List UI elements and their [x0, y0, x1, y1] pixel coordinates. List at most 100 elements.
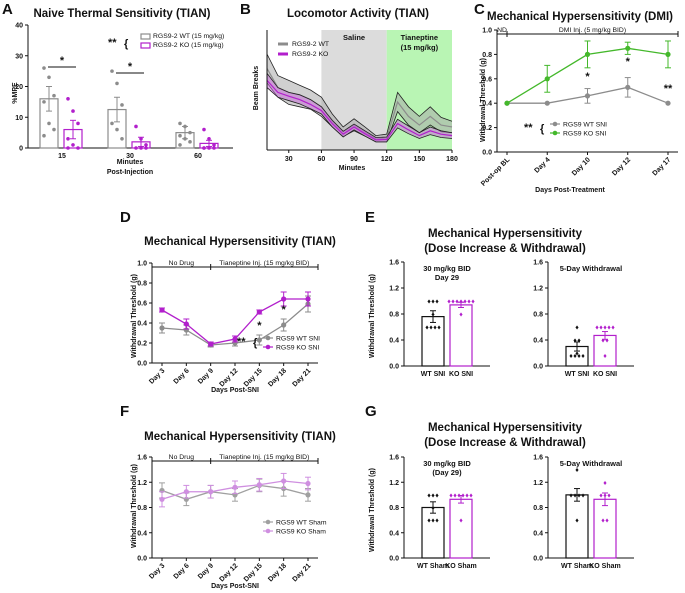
panel-b-series-line [266, 79, 453, 141]
panel-f-data-point [256, 482, 262, 488]
panel-c-x-tick-label: Day 12 [611, 156, 632, 177]
panel-g-data-point: ♦ [465, 492, 469, 499]
panel-e-data-point: ♦ [463, 299, 467, 306]
panel-e-data-point: ♦ [607, 325, 611, 332]
panel-f-ylabel: Withdrawal Threshold (g) [131, 464, 138, 548]
panel-g-sub0-y-tick-label: 0.0 [389, 556, 399, 563]
panel-g-data-point: ♦ [601, 518, 605, 525]
panel-e-ylabel: Withdrawal Threshold (g) [369, 274, 376, 358]
panel-e-data-point: ♦ [599, 325, 603, 332]
panel-d-y-tick-label: 0.0 [137, 361, 147, 368]
panel-c-data-point [665, 51, 671, 58]
panel-d-y-tick-label: 0.8 [137, 281, 147, 288]
panel-a-data-point [71, 109, 75, 113]
panel-a-data-point [115, 127, 119, 132]
panel-c-bracket-label-drug: DMI Inj. (5 mg/kg BID) [559, 27, 626, 34]
panel-e-sub0-y-tick-label: 0.0 [389, 364, 399, 371]
panel-f-x-tick-label: Day 6 [173, 562, 191, 580]
panel-b-sem-band [267, 54, 452, 142]
panel-d-data-point [159, 307, 165, 313]
panel-c-y-tick-label: 0.8 [482, 52, 492, 59]
panel-c-sig-star: * [626, 56, 631, 68]
panel-e-data-point: ♦ [577, 353, 581, 360]
panel-f-data-point [232, 484, 238, 490]
panel-d-legend-stars: ** [237, 336, 246, 348]
panel-f-data-point [159, 496, 165, 502]
panel-g-sub0-y-tick-label: 0.4 [389, 530, 399, 537]
panel-d-data-point [232, 336, 238, 342]
panel-e-data-point: ♦ [447, 299, 451, 306]
panel-g-data-point: ♦ [427, 492, 431, 499]
panel-a-data-point [42, 100, 46, 104]
panel-f-data-point [305, 480, 311, 487]
panel-e-data-point: ♦ [425, 325, 429, 332]
panel-f-title: Mechanical Hypersensitivity (TIAN) [144, 431, 336, 443]
panel-g-x-tick-label: KO Sham [589, 563, 621, 570]
panel-d-y-tick-label: 1.0 [137, 261, 147, 268]
panel-a-legend-label: RGS9-2 WT (15 mg/kg) [153, 33, 224, 40]
panel-label-c: C [474, 1, 485, 18]
panel-d-legend-marker [265, 344, 271, 350]
panel-g-ylabel: Withdrawal Threshold (g) [369, 468, 376, 552]
panel-g-subtitle: (Dose Increase & Withdrawal) [424, 437, 586, 449]
panel-a-data-point [202, 146, 206, 150]
panel-label-a: A [2, 1, 13, 18]
panel-e-data-point: ♦ [603, 325, 607, 332]
panel-e-data-point: ♦ [603, 353, 607, 360]
panel-b-saline-label: Saline [343, 33, 365, 42]
panel-d-title: Mechanical Hypersensitivity (TIAN) [144, 236, 336, 248]
panel-a-data-point [207, 146, 211, 150]
panel-d-data-point [256, 309, 262, 315]
panel-a-data-point [139, 136, 143, 141]
panel-a-data-point [110, 69, 114, 73]
panel-c-y-tick-label: 0.0 [482, 150, 492, 157]
panel-g-sub1-y-tick-label: 0.8 [533, 505, 543, 512]
panel-a-y-tick-label: 0 [19, 146, 23, 153]
panel-e-data-point: ♦ [581, 353, 585, 360]
panel-c-y-tick-label: 1.0 [482, 28, 492, 35]
panel-g-data-point: ♦ [581, 492, 585, 499]
panel-d-legend-label: RGS9 WT SNI [276, 336, 320, 343]
panel-c-legend-marker [552, 130, 558, 136]
panel-a-data-point [52, 93, 56, 98]
panel-a-data-point [115, 81, 119, 86]
panel-g-data-point: ♦ [461, 492, 465, 499]
panel-b-x-tick-label: 90 [350, 156, 358, 163]
panel-f-legend-label: RGS9 KO Sham [276, 529, 326, 536]
panel-c-legend-label: RGS9 WT SNI [563, 122, 607, 129]
panel-g-data-point: ♦ [457, 492, 461, 499]
panel-c-data-point [544, 76, 550, 82]
panel-a-legend-label: RGS9-2 KO (15 mg/kg) [153, 42, 224, 49]
panel-g-data-point: ♦ [431, 518, 435, 525]
panel-d-data-point [305, 296, 311, 302]
panel-c-legend-brace: { [540, 123, 545, 135]
panel-e-sub0-y-tick-label: 1.2 [389, 286, 399, 293]
panel-a-y-tick-label: 20 [15, 84, 23, 91]
panel-d-data-point [159, 325, 165, 331]
panel-a-legend-brace: { [124, 38, 129, 50]
panel-a-data-point [47, 121, 51, 126]
panel-g-data-point: ♦ [449, 492, 453, 499]
panel-e-data-point: ♦ [605, 338, 609, 345]
panel-d-x-tick-label: Day 12 [218, 367, 239, 388]
panel-d-x-tick-label: Day 15 [243, 367, 264, 388]
panel-g-data-point: ♦ [453, 492, 457, 499]
panel-g-sub1-y-tick-label: 1.2 [533, 480, 543, 487]
panel-c-x-tick-label: Day 17 [651, 156, 672, 177]
panel-f-data-point [305, 492, 311, 498]
panel-a-data-point [110, 121, 114, 126]
panel-e-title: Mechanical Hypersensitivity [428, 228, 583, 240]
panel-d-legend-label: RGS9 KO SNI [276, 345, 320, 352]
panel-g-bar [565, 494, 589, 559]
panel-g-data-point: ♦ [577, 492, 581, 499]
panel-f-y-tick-label: 1.2 [137, 480, 147, 487]
panel-a-y-tick-label: 30 [15, 53, 23, 60]
panel-c-data-point [584, 93, 591, 99]
panel-f-data-point [281, 478, 287, 484]
panel-g-data-point: ♦ [603, 492, 607, 499]
panel-d-x-tick-label: Day 6 [173, 367, 191, 385]
panel-d-data-point [281, 322, 287, 328]
panel-f-x-tick-label: Day 9 [197, 562, 215, 580]
panel-label-g: G [365, 403, 377, 420]
